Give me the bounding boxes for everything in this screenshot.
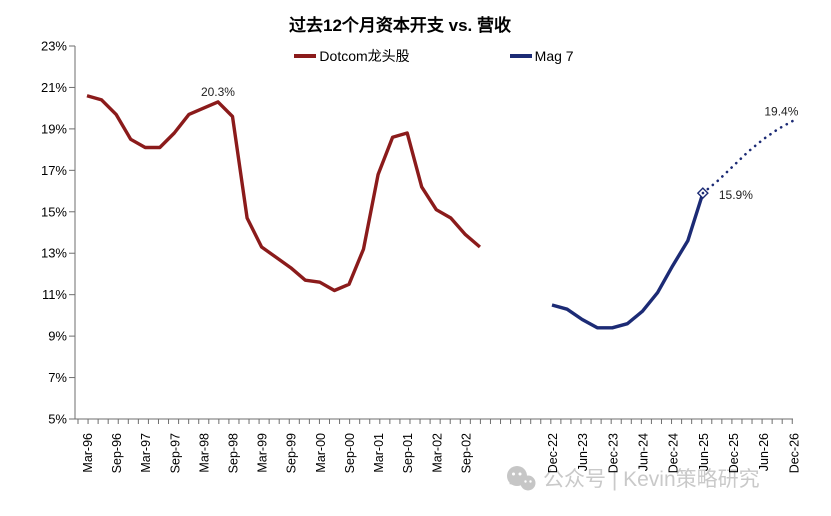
y-tick-label: 23% bbox=[41, 39, 67, 54]
y-tick-label: 17% bbox=[41, 163, 67, 178]
x-tick-label: Dec-22 bbox=[546, 433, 560, 473]
legend: Dotcom龙头股 Mag 7 bbox=[75, 46, 793, 66]
x-tick-label: Jun-23 bbox=[576, 433, 590, 471]
y-tick-label: 9% bbox=[48, 329, 67, 344]
mag7-actual-line bbox=[551, 192, 705, 330]
x-tick-label: Dec-24 bbox=[667, 433, 681, 473]
x-tick-label: Mar-97 bbox=[139, 433, 153, 473]
x-tick-label: Jun-25 bbox=[697, 433, 711, 471]
value-annotation: 19.4% bbox=[764, 105, 798, 119]
chart-title: 过去12个月资本开支 vs. 营收 bbox=[289, 16, 511, 35]
dotcom-legend-label: Dotcom龙头股 bbox=[319, 48, 410, 64]
y-tick-label: 7% bbox=[48, 370, 67, 385]
x-tick-label: Sep-02 bbox=[459, 433, 473, 473]
wechat-icon bbox=[507, 465, 536, 490]
x-tick-label: Jun-24 bbox=[637, 433, 651, 471]
y-tick-label: 19% bbox=[41, 121, 67, 136]
y-tick-label: 13% bbox=[41, 246, 67, 261]
watermark-text: 公众号 | Kevin策略研究 bbox=[543, 468, 760, 491]
mag7-forecast-line bbox=[701, 119, 795, 195]
y-tick-label: 15% bbox=[41, 204, 67, 219]
mag7-legend-swatch bbox=[509, 54, 532, 58]
x-tick-label: Sep-99 bbox=[285, 433, 299, 473]
legend-item-mag7: Mag 7 bbox=[509, 48, 574, 64]
x-tick-label: Jun-26 bbox=[757, 433, 771, 471]
dotcom-legend-swatch bbox=[294, 54, 317, 58]
value-annotation: 15.9% bbox=[719, 188, 753, 202]
y-tick-label: 5% bbox=[48, 412, 67, 427]
x-tick-label: Mar-01 bbox=[372, 433, 386, 473]
mag7-legend-label: Mag 7 bbox=[534, 48, 574, 64]
x-tick-label: Mar-99 bbox=[256, 433, 270, 473]
x-tick-label: Sep-96 bbox=[110, 433, 124, 473]
x-tick-label: Mar-00 bbox=[314, 433, 328, 473]
value-annotation: 20.3% bbox=[201, 85, 235, 99]
x-tick-label: Mar-96 bbox=[81, 433, 95, 473]
x-tick-label: Sep-01 bbox=[401, 433, 415, 473]
x-tick-label: Sep-97 bbox=[168, 433, 182, 473]
legend-item-dotcom: Dotcom龙头股 bbox=[294, 46, 410, 66]
x-tick-label: Dec-25 bbox=[727, 433, 741, 473]
x-tick-label: Dec-26 bbox=[787, 433, 801, 473]
x-tick-label: Sep-98 bbox=[227, 433, 241, 473]
dotcom-line bbox=[86, 94, 482, 293]
watermark: 公众号 | Kevin策略研究 bbox=[505, 463, 760, 493]
y-tick-label: 21% bbox=[41, 80, 67, 95]
x-tick-label: Mar-02 bbox=[430, 433, 444, 473]
x-tick-label: Dec-23 bbox=[606, 433, 620, 473]
y-tick-label: 11% bbox=[42, 287, 67, 302]
x-tick-label: Sep-00 bbox=[343, 433, 357, 473]
x-tick-label: Mar-98 bbox=[197, 433, 211, 473]
